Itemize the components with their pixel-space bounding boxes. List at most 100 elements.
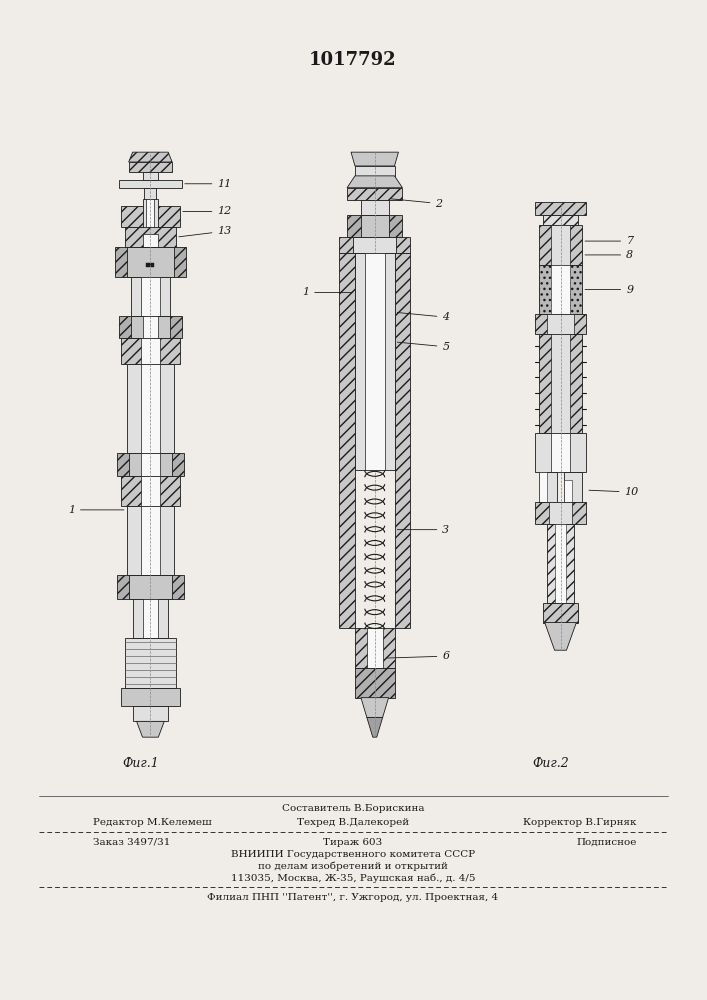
Bar bbox=[551, 334, 571, 433]
Bar bbox=[539, 334, 583, 433]
Polygon shape bbox=[351, 152, 399, 166]
Bar bbox=[143, 316, 158, 338]
Text: 6: 6 bbox=[387, 651, 450, 661]
Bar bbox=[347, 188, 402, 200]
Bar bbox=[361, 200, 389, 215]
Bar bbox=[539, 265, 583, 314]
Bar bbox=[551, 225, 571, 265]
Bar bbox=[127, 247, 174, 277]
Bar bbox=[353, 237, 397, 253]
Bar bbox=[143, 234, 158, 247]
Bar bbox=[121, 688, 180, 706]
Bar bbox=[141, 476, 160, 506]
Bar bbox=[141, 364, 160, 453]
Text: 1: 1 bbox=[302, 287, 352, 297]
Bar bbox=[127, 364, 174, 453]
Bar bbox=[554, 524, 566, 603]
Bar bbox=[141, 506, 160, 575]
Bar bbox=[117, 575, 184, 599]
Bar bbox=[539, 225, 583, 265]
Polygon shape bbox=[361, 698, 389, 717]
Bar bbox=[121, 206, 180, 227]
Bar bbox=[133, 599, 168, 638]
Bar bbox=[551, 433, 571, 472]
Bar bbox=[124, 227, 176, 247]
Polygon shape bbox=[544, 623, 576, 650]
Bar bbox=[141, 453, 160, 476]
Bar bbox=[564, 472, 583, 502]
Bar bbox=[367, 628, 382, 668]
Text: Составитель В.Борискина: Составитель В.Борискина bbox=[282, 804, 424, 813]
Text: Тираж 603: Тираж 603 bbox=[323, 838, 382, 847]
Bar bbox=[355, 253, 395, 470]
Text: 10: 10 bbox=[589, 487, 639, 497]
Bar bbox=[539, 472, 556, 502]
Bar bbox=[534, 433, 586, 472]
Polygon shape bbox=[136, 721, 164, 737]
Text: Фиг.2: Фиг.2 bbox=[532, 757, 569, 770]
Bar bbox=[121, 476, 180, 506]
Bar bbox=[355, 166, 395, 176]
Bar bbox=[551, 265, 571, 314]
Text: 7: 7 bbox=[585, 236, 633, 246]
Polygon shape bbox=[367, 717, 382, 737]
Bar bbox=[146, 263, 154, 267]
Bar bbox=[547, 524, 574, 603]
Bar bbox=[115, 247, 186, 277]
Bar bbox=[146, 199, 154, 234]
Bar bbox=[127, 506, 174, 575]
Bar bbox=[543, 215, 578, 225]
Polygon shape bbox=[347, 176, 402, 188]
Text: 11: 11 bbox=[185, 179, 232, 189]
Bar bbox=[133, 706, 168, 721]
Bar bbox=[355, 628, 395, 668]
Bar bbox=[129, 575, 173, 599]
Bar bbox=[124, 638, 176, 688]
Text: Филиал ПНП ''Патент'', г. Ужгород, ул. Проектная, 4: Филиал ПНП ''Патент'', г. Ужгород, ул. П… bbox=[207, 893, 498, 902]
Text: 8: 8 bbox=[585, 250, 633, 260]
Text: 1017792: 1017792 bbox=[309, 51, 397, 69]
Bar bbox=[355, 668, 395, 698]
Text: Заказ 3497/31: Заказ 3497/31 bbox=[93, 838, 170, 847]
Text: 9: 9 bbox=[585, 285, 633, 295]
Bar bbox=[144, 188, 156, 206]
Bar bbox=[141, 277, 160, 316]
Text: Редактор М.Келемеш: Редактор М.Келемеш bbox=[93, 818, 212, 827]
Bar bbox=[117, 453, 184, 476]
Text: 2: 2 bbox=[392, 199, 443, 209]
Text: 5: 5 bbox=[397, 342, 450, 352]
Bar bbox=[119, 180, 182, 188]
Text: Фиг.1: Фиг.1 bbox=[122, 757, 159, 770]
Text: 1: 1 bbox=[68, 505, 124, 515]
Bar bbox=[129, 162, 173, 172]
Bar bbox=[534, 202, 586, 215]
Text: 3: 3 bbox=[397, 525, 450, 535]
Text: Подписное: Подписное bbox=[576, 838, 636, 847]
Text: 113035, Москва, Ж-35, Раушская наб., д. 4/5: 113035, Москва, Ж-35, Раушская наб., д. … bbox=[230, 874, 475, 883]
Bar bbox=[131, 277, 170, 316]
Text: 13: 13 bbox=[179, 226, 232, 237]
Bar bbox=[365, 253, 385, 470]
Bar bbox=[395, 253, 410, 628]
Bar bbox=[143, 599, 158, 638]
Text: ВНИИПИ Государственного комитета СССР: ВНИИПИ Государственного комитета СССР bbox=[231, 850, 475, 859]
Text: Корректор В.Гирняк: Корректор В.Гирняк bbox=[523, 818, 636, 827]
Bar bbox=[143, 199, 158, 234]
Bar bbox=[543, 603, 578, 623]
Bar bbox=[131, 316, 170, 338]
Bar bbox=[534, 314, 586, 334]
Text: по делам изобретений и открытий: по делам изобретений и открытий bbox=[258, 862, 448, 871]
Bar bbox=[121, 338, 180, 364]
Bar bbox=[129, 453, 173, 476]
Bar bbox=[143, 172, 158, 180]
Text: 4: 4 bbox=[397, 312, 450, 322]
Bar bbox=[547, 314, 574, 334]
Bar bbox=[141, 338, 160, 364]
Bar bbox=[564, 480, 573, 502]
Bar bbox=[339, 237, 410, 253]
Bar bbox=[549, 502, 573, 524]
Text: Техред В.Далекорей: Техред В.Далекорей bbox=[297, 818, 409, 827]
Polygon shape bbox=[129, 152, 173, 162]
Bar bbox=[534, 502, 586, 524]
Text: 12: 12 bbox=[183, 206, 232, 216]
